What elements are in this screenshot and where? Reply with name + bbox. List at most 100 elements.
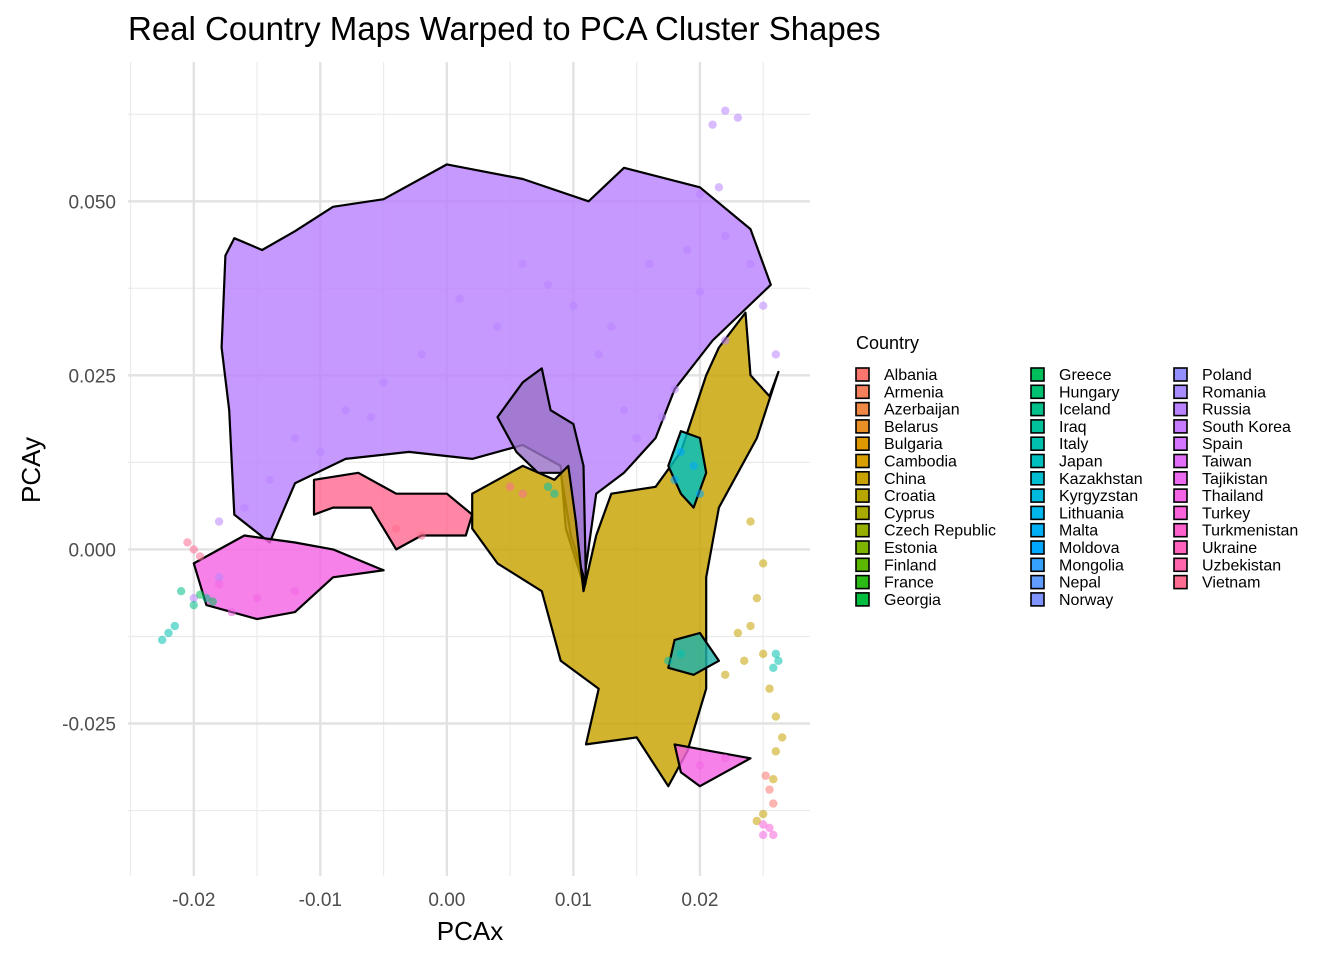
legend-label: Malta: [1059, 523, 1098, 540]
x-axis-ticks: -0.02 -0.01 0.00 0.01 0.02: [172, 890, 718, 911]
legend-key: [855, 505, 870, 521]
point-russia: [670, 385, 679, 394]
point-russia: [594, 350, 603, 359]
legend-label: Vietnam: [1202, 575, 1260, 592]
point-russia: [721, 231, 730, 241]
point-russia: [417, 350, 426, 359]
point-turkey: [765, 823, 774, 833]
point-china: [758, 809, 768, 819]
legend-key: [1030, 401, 1045, 417]
legend-key: [1173, 367, 1188, 382]
legend-label: Poland: [1202, 367, 1252, 384]
legend-label: France: [884, 575, 934, 592]
point-russia: [214, 573, 224, 582]
legend-label: Finland: [884, 557, 936, 574]
point-italy: [550, 489, 559, 498]
legend-label: Turkey: [1202, 505, 1250, 522]
legend-label: Armenia: [884, 384, 944, 401]
point-vietnam: [505, 482, 515, 491]
point-turkey: [758, 820, 768, 829]
legend-key: [855, 557, 870, 573]
point-china: [746, 621, 755, 631]
legend-key: [1030, 488, 1045, 503]
point-china: [758, 559, 768, 568]
point-russia: [645, 259, 654, 269]
legend-key: [1030, 574, 1045, 590]
point-albania: [765, 785, 774, 794]
region-japan: [667, 631, 720, 676]
legend-label: Georgia: [884, 592, 941, 609]
legend-title: Country: [856, 333, 919, 353]
x-tick-label: 0.01: [555, 890, 592, 911]
legend-label: Ukraine: [1202, 540, 1257, 557]
point-russia: [657, 412, 667, 422]
legend-key: [1173, 384, 1188, 400]
point-russia: [619, 405, 629, 415]
legend-label: Czech Republic: [884, 523, 996, 540]
point-russia: [771, 350, 781, 359]
legend-label: Kyrgyzstan: [1059, 488, 1138, 505]
legend-key: [1030, 453, 1045, 469]
x-tick-label: -0.02: [172, 890, 215, 911]
point-italy: [769, 663, 778, 672]
x-tick-label: 0.02: [681, 890, 718, 911]
point-russia: [455, 294, 464, 303]
legend-key: [1030, 557, 1045, 573]
legend-label: Albania: [884, 367, 937, 384]
point-russia: [366, 412, 376, 422]
point-vietnam: [417, 531, 426, 540]
legend: Country AlbaniaArmeniaAzerbaijanBelarusB…: [855, 333, 1298, 609]
point-china: [721, 670, 730, 679]
legend-label: Turkmenistan: [1202, 523, 1298, 540]
point-mongolia: [689, 461, 698, 471]
point-russia: [733, 113, 743, 122]
point-russia: [708, 120, 717, 129]
legend-key: [855, 367, 870, 382]
point-mongolia: [676, 447, 686, 457]
legend-key: [1030, 540, 1045, 555]
point-russia: [316, 447, 325, 457]
point-china: [765, 684, 774, 693]
legend-label: Kazakhstan: [1059, 471, 1143, 488]
legend-label: Uzbekistan: [1202, 557, 1281, 574]
legend-label: Italy: [1059, 436, 1088, 453]
legend-key: [855, 540, 870, 555]
y-tick-label: 0.050: [68, 192, 116, 213]
legend-key: [1030, 367, 1045, 382]
point-russia: [758, 301, 768, 310]
point-vietnam: [195, 552, 205, 561]
point-italy: [543, 482, 553, 491]
legend-key: [1173, 540, 1188, 555]
legend-label: Taiwan: [1202, 454, 1252, 471]
point-thailand: [214, 580, 224, 589]
legend-label: Estonia: [884, 540, 937, 557]
point-russia: [379, 378, 388, 387]
legend-label: Tajikistan: [1202, 471, 1268, 488]
point-russia: [240, 503, 249, 512]
legend-label: Thailand: [1202, 488, 1263, 505]
region-thailand: [673, 743, 752, 788]
point-russia: [214, 517, 224, 526]
legend-key: [1030, 470, 1045, 486]
point-mongolia: [670, 475, 679, 484]
legend-key: [1173, 522, 1188, 538]
legend-key: [1030, 436, 1045, 452]
point-china: [752, 593, 762, 603]
point-thailand: [227, 607, 236, 617]
point-thailand: [721, 754, 730, 763]
legend-key: [855, 592, 870, 607]
legend-label: Japan: [1059, 454, 1103, 471]
point-russia: [290, 433, 300, 443]
point-russia: [265, 475, 274, 484]
legend-label: Belarus: [884, 419, 938, 436]
plot-panel: [128, 62, 810, 876]
legend-label: South Korea: [1202, 419, 1291, 436]
region-kazakhstan: [496, 367, 588, 586]
point-russia: [189, 593, 198, 603]
legend-key: [1173, 436, 1188, 452]
point-thailand: [758, 830, 768, 840]
point-china: [771, 712, 781, 721]
y-axis-title: PCAy: [16, 437, 46, 503]
legend-label: China: [884, 471, 926, 488]
